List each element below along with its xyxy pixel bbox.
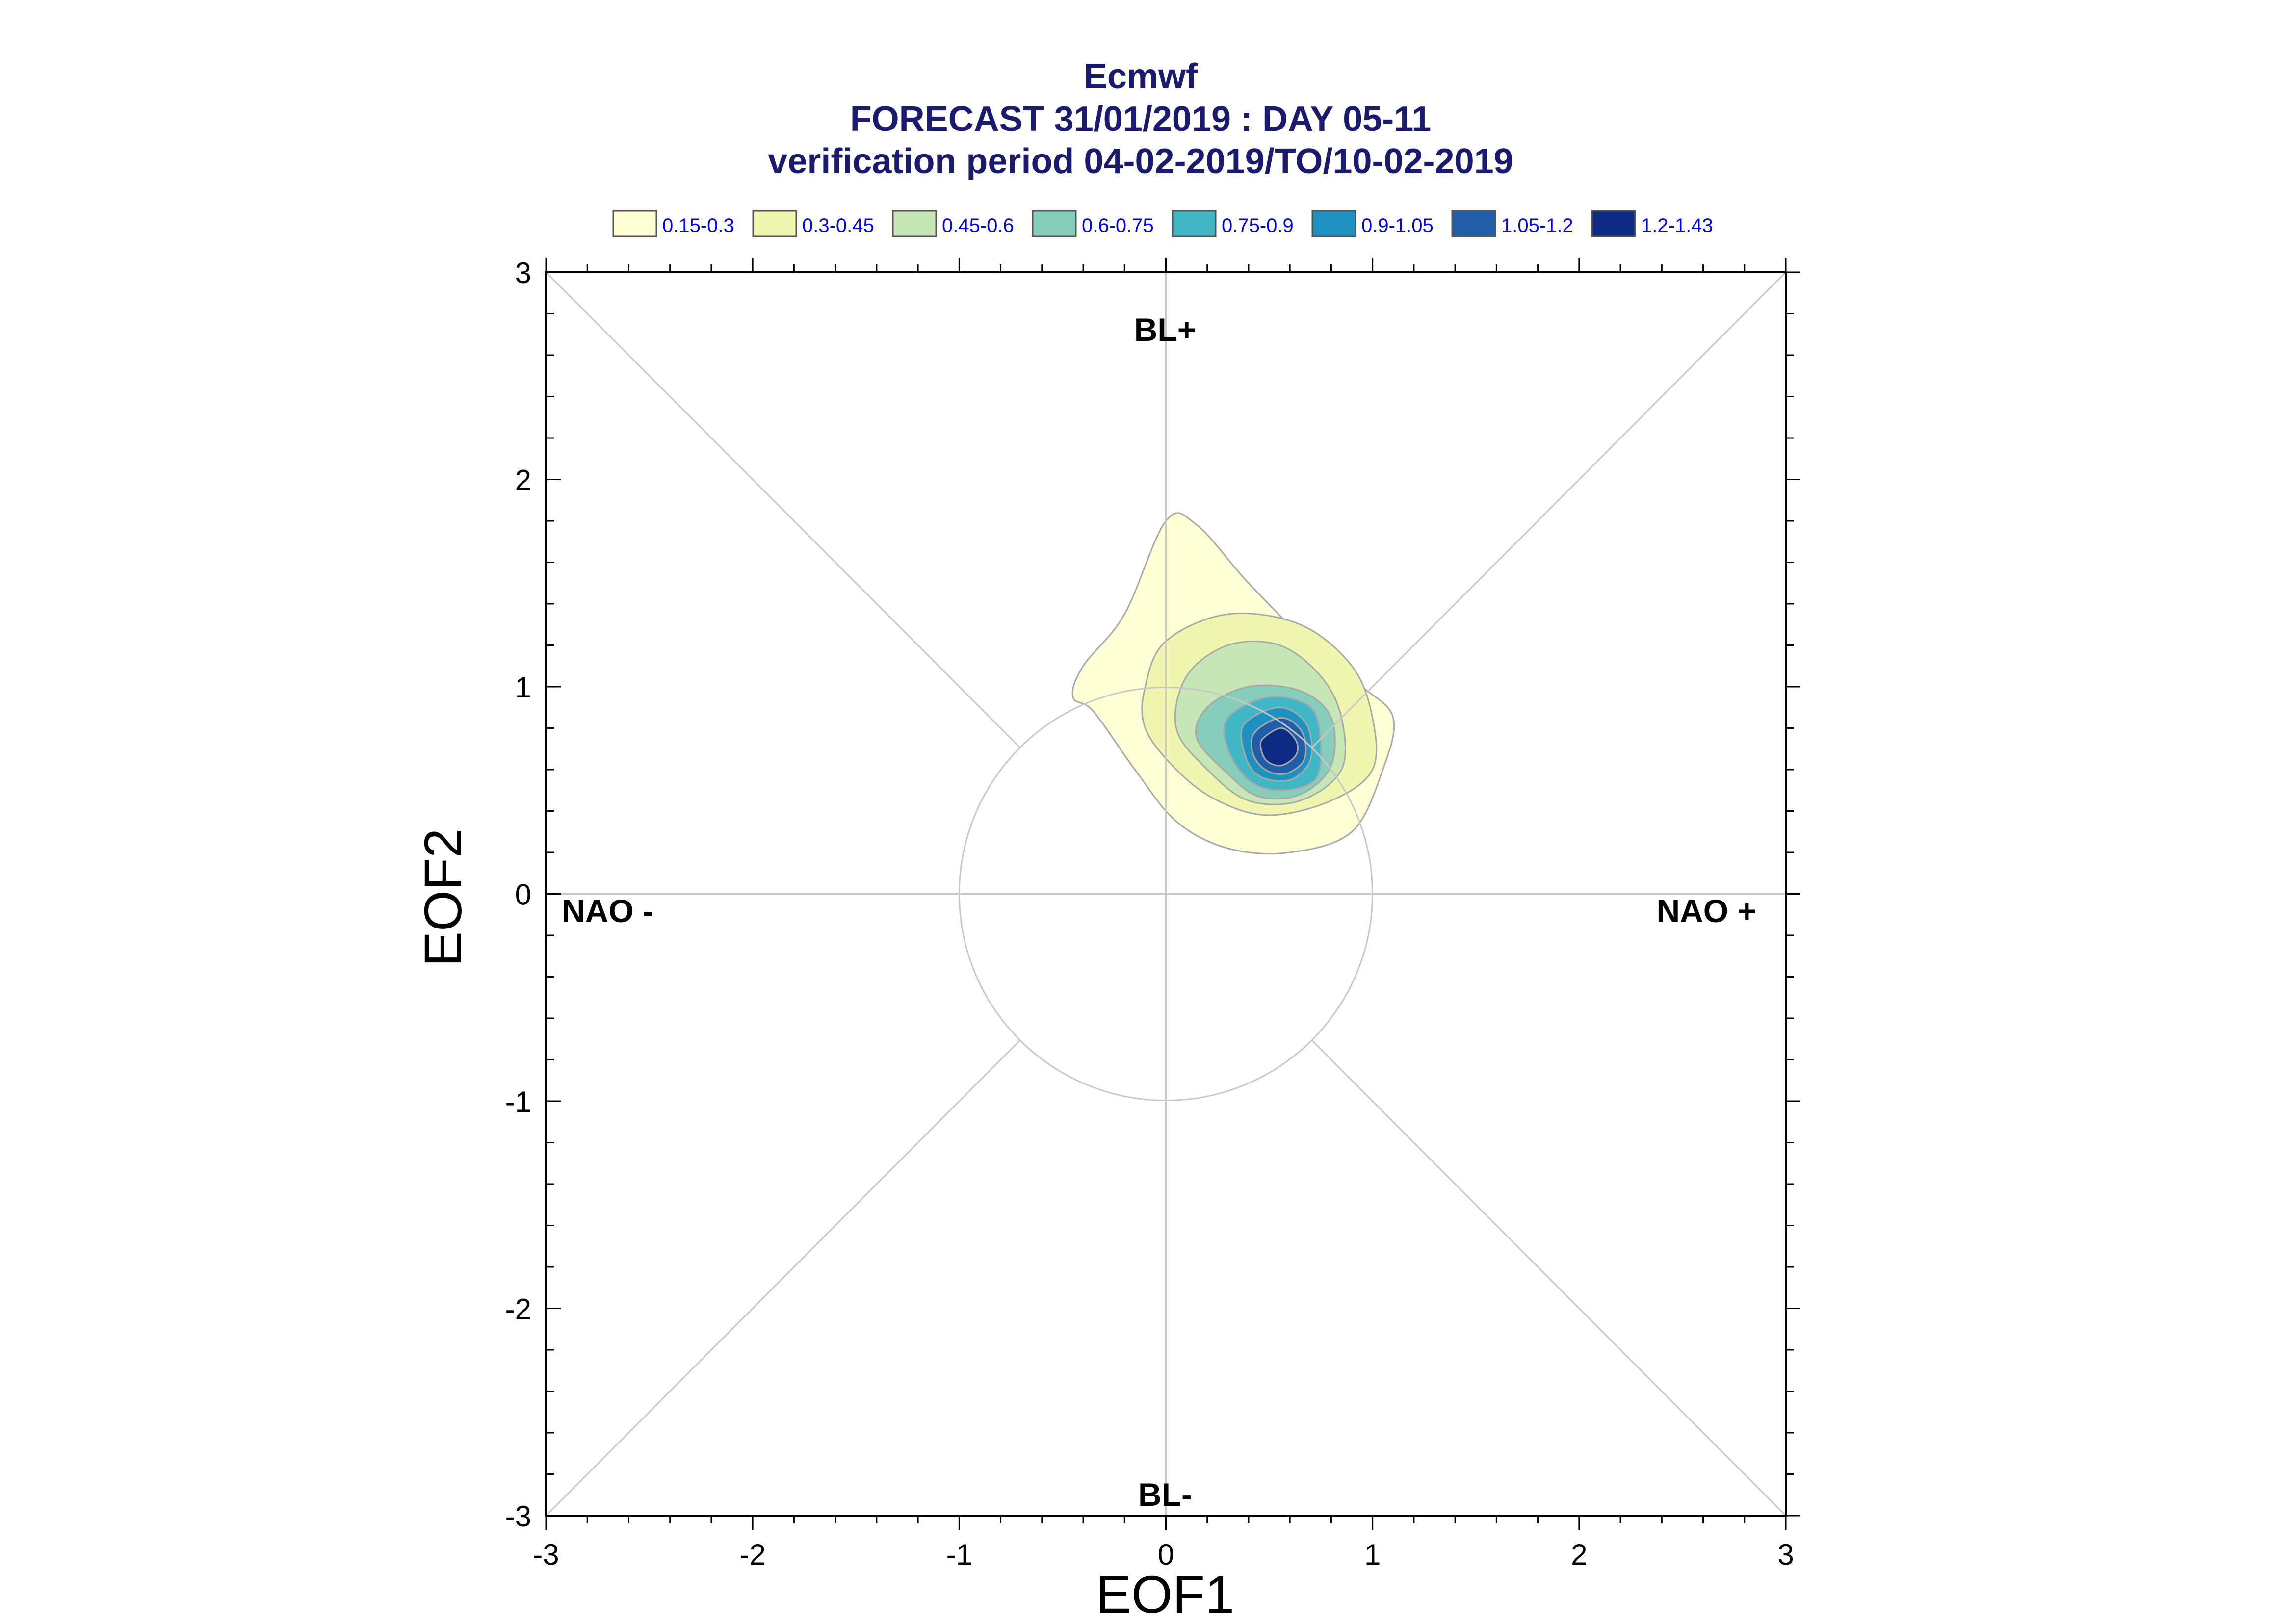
x-tick-label: 3 — [1777, 1538, 1794, 1571]
title-block: Ecmwf FORECAST 31/01/2019 : DAY 05-11 ve… — [768, 57, 1513, 181]
title-line-1: Ecmwf — [1084, 57, 1198, 96]
legend-label-2: 0.3-0.45 — [802, 215, 874, 236]
y-tick-label: 1 — [515, 671, 531, 704]
x-tick-label: -3 — [533, 1538, 559, 1571]
legend-label-7: 1.05-1.2 — [1501, 215, 1573, 236]
x-tick-label: -1 — [946, 1538, 972, 1571]
y-tick-label: -3 — [505, 1500, 531, 1533]
x-tick-label: 1 — [1364, 1538, 1381, 1571]
reference-circle — [958, 686, 1374, 1102]
region-label-right: NAO + — [1656, 893, 1756, 929]
contour-level-8 — [1259, 727, 1299, 767]
legend: 0.15-0.3 0.3-0.45 0.45-0.6 0.6-0.75 0.75-0.9… — [612, 210, 1713, 237]
legend-label-5: 0.75-0.9 — [1222, 215, 1294, 236]
legend-swatch-2 — [752, 210, 797, 237]
y-tick-label: -1 — [505, 1085, 531, 1118]
legend-label-6: 0.9-1.05 — [1361, 215, 1434, 236]
y-axis-title: EOF2 — [413, 828, 472, 967]
legend-swatch-7 — [1451, 210, 1496, 237]
x-tick-label: -2 — [739, 1538, 765, 1571]
axis-ticks: -3 -2 -1 0 1 2 3 -3 -2 -1 0 1 2 3 — [505, 257, 1800, 1571]
region-label-left: NAO - — [562, 893, 653, 929]
title-line-3: verification period 04-02-2019/TO/10-02-… — [768, 142, 1513, 181]
legend-swatch-1 — [612, 210, 657, 237]
title-line-2: FORECAST 31/01/2019 : DAY 05-11 — [850, 100, 1432, 139]
legend-swatch-6 — [1311, 210, 1356, 237]
y-tick-label: 0 — [515, 878, 531, 911]
legend-swatch-4 — [1032, 210, 1077, 237]
reference-lines — [545, 271, 1787, 1517]
region-label-bottom: BL- — [1138, 1476, 1192, 1513]
x-axis-title: EOF1 — [1096, 1565, 1234, 1624]
x-tick-label: 0 — [1158, 1538, 1174, 1571]
legend-swatch-3 — [892, 210, 937, 237]
diagonal-line-2 — [1311, 271, 1787, 748]
diagonal-line-1 — [545, 271, 1020, 748]
legend-label-4: 0.6-0.75 — [1082, 215, 1154, 236]
legend-swatch-5 — [1172, 210, 1217, 237]
diagonal-line-3 — [545, 1040, 1020, 1517]
legend-label-3: 0.45-0.6 — [942, 215, 1014, 236]
legend-swatch-8 — [1591, 210, 1636, 237]
y-tick-label: 3 — [515, 257, 531, 289]
diagonal-line-4 — [1311, 1040, 1787, 1517]
legend-label-1: 0.15-0.3 — [662, 215, 734, 236]
y-tick-label: -2 — [505, 1293, 531, 1326]
y-tick-label: 2 — [515, 464, 531, 497]
x-tick-label: 2 — [1571, 1538, 1587, 1571]
density-contours — [1071, 512, 1395, 855]
region-labels: BL+ BL- NAO - NAO + — [562, 311, 1756, 1513]
region-label-top: BL+ — [1134, 311, 1197, 348]
legend-label-8: 1.2-1.43 — [1641, 215, 1713, 236]
